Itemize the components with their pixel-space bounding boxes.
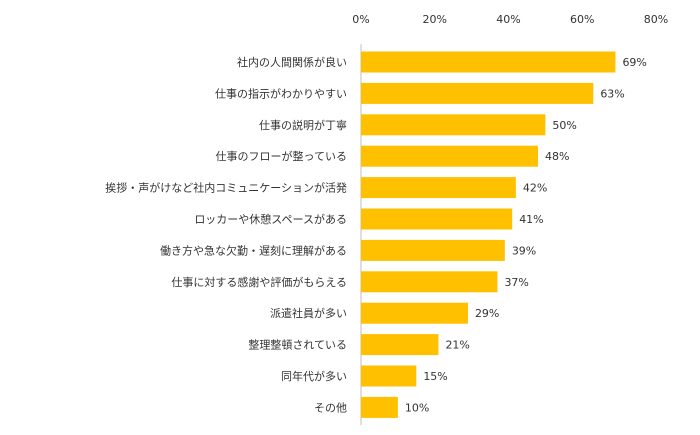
x-tick-label: 40% (496, 13, 520, 26)
bar (361, 396, 398, 418)
bar (361, 208, 513, 230)
bar (361, 145, 538, 167)
x-tick-label: 80% (644, 13, 668, 26)
category-label: 仕事の説明が丁寧 (259, 118, 347, 132)
value-label: 42% (523, 182, 547, 195)
value-label: 41% (519, 213, 543, 226)
category-label: 社内の人間関係が良い (237, 55, 347, 69)
category-label: 仕事の指示がわかりやすい (215, 86, 347, 100)
bar (361, 82, 594, 104)
bar (361, 239, 505, 261)
category-label: 同年代が多い (281, 369, 347, 383)
category-label: 整理整頓されている (248, 338, 347, 352)
bar (361, 271, 498, 293)
category-label: 働き方や急な欠勤・遅刻に理解がある (160, 243, 347, 257)
value-label: 50% (552, 119, 576, 132)
category-label: 仕事のフローが整っている (216, 149, 347, 163)
bar (361, 302, 468, 324)
value-label: 10% (405, 401, 429, 414)
value-label: 48% (545, 150, 569, 163)
value-label: 21% (445, 339, 469, 352)
category-label: 仕事に対する感謝や評価がもらえる (171, 275, 347, 289)
value-label: 15% (423, 370, 447, 383)
category-label: その他 (314, 401, 347, 414)
value-label: 69% (622, 56, 646, 69)
bar (361, 114, 546, 136)
x-axis-ticks: 0% 20% 40% 60% 80% (352, 13, 668, 26)
x-tick-label: 20% (423, 13, 447, 26)
x-tick-label: 0% (352, 13, 369, 26)
value-label: 39% (512, 244, 536, 257)
category-label: ロッカーや休憩スペースがある (194, 212, 347, 226)
bar (361, 177, 516, 199)
value-label: 63% (600, 87, 624, 100)
category-label: 派遣社員が多い (270, 306, 347, 320)
bar (361, 334, 439, 356)
value-label: 37% (504, 276, 528, 289)
category-label: 挨拶・声がけなど社内コミュニケーションが活発 (105, 181, 347, 195)
bar-rows: 社内の人間関係が良い 69% 仕事の指示がわかりやすい 63% 仕事の説明が丁寧 50% 仕… (105, 51, 647, 418)
value-label: 29% (475, 307, 499, 320)
bar (361, 51, 616, 73)
bar (361, 365, 417, 387)
x-tick-label: 60% (570, 13, 594, 26)
